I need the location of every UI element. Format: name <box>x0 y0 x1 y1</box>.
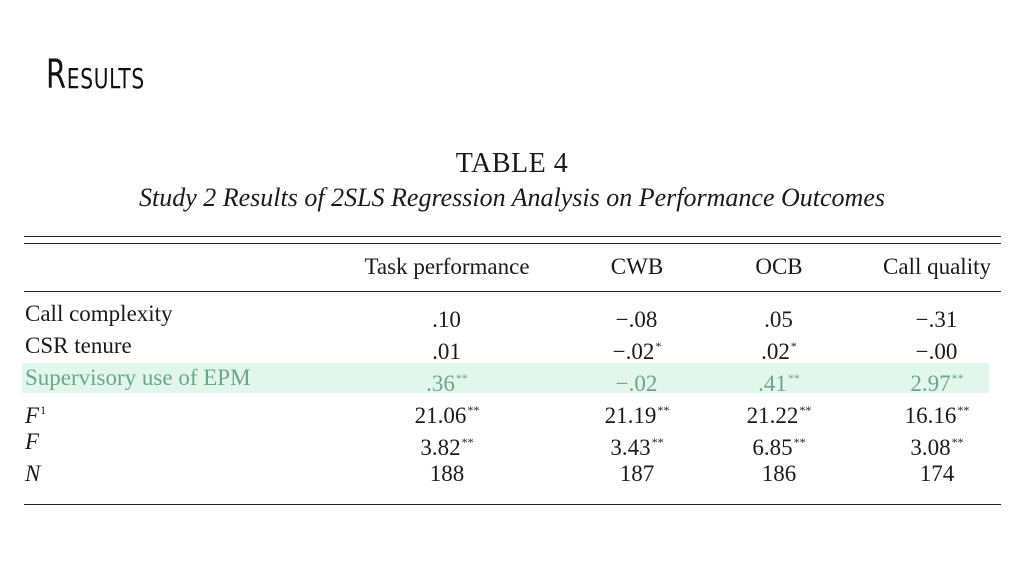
row-label: CSR tenure <box>25 333 132 358</box>
table-cell-highlighted: 2.97** <box>910 371 964 396</box>
table-cell: .05 <box>764 307 793 332</box>
table-cell: −.08 <box>615 307 658 332</box>
row-label: Call complexity <box>25 301 173 326</box>
table-cell: −.31 <box>915 307 958 332</box>
table-cell: 6.85** <box>752 435 806 460</box>
table-cell: 187 <box>619 461 655 486</box>
table-cell-highlighted: −.02 <box>615 371 658 396</box>
table-cell: 3.82** <box>420 435 474 460</box>
table-cell: 21.22** <box>746 403 812 428</box>
column-header-task-performance: Task performance <box>364 254 530 279</box>
header-rule <box>24 291 1001 292</box>
bottom-rule <box>24 504 1001 505</box>
table-cell: 188 <box>429 461 465 486</box>
table-cell: 3.43** <box>610 435 664 460</box>
table-cell-highlighted: .36** <box>426 371 468 396</box>
column-header-ocb: OCB <box>755 254 803 279</box>
table-cell: −.00 <box>915 339 958 364</box>
table-cell: 3.08** <box>910 435 964 460</box>
table-cell: 16.16** <box>904 403 970 428</box>
table-cell-highlighted: .41** <box>758 371 800 396</box>
table-cell: 21.06** <box>414 403 480 428</box>
row-label: F1 <box>25 403 47 428</box>
table-cell: .10 <box>432 307 461 332</box>
highlighted-row-background <box>22 363 989 393</box>
table-cell: .01 <box>432 339 461 364</box>
row-label-highlighted: Supervisory use of EPM <box>25 365 251 390</box>
slide-title: Results <box>46 52 145 98</box>
table-caption: Study 2 Results of 2SLS Regression Analy… <box>139 183 885 212</box>
top-rule <box>24 236 1001 237</box>
table-cell: .02* <box>761 339 797 364</box>
table-cell: 21.19** <box>604 403 670 428</box>
column-header-call-quality: Call quality <box>883 254 991 279</box>
table-cell: −.02* <box>612 339 662 364</box>
table-cell: 174 <box>919 461 955 486</box>
table-label: TABLE 4 <box>455 148 569 179</box>
table-cell: 186 <box>761 461 797 486</box>
row-label: N <box>25 461 41 486</box>
column-header-cwb: CWB <box>610 254 664 279</box>
top-rule-double <box>24 243 1001 244</box>
row-label: F <box>25 429 40 454</box>
